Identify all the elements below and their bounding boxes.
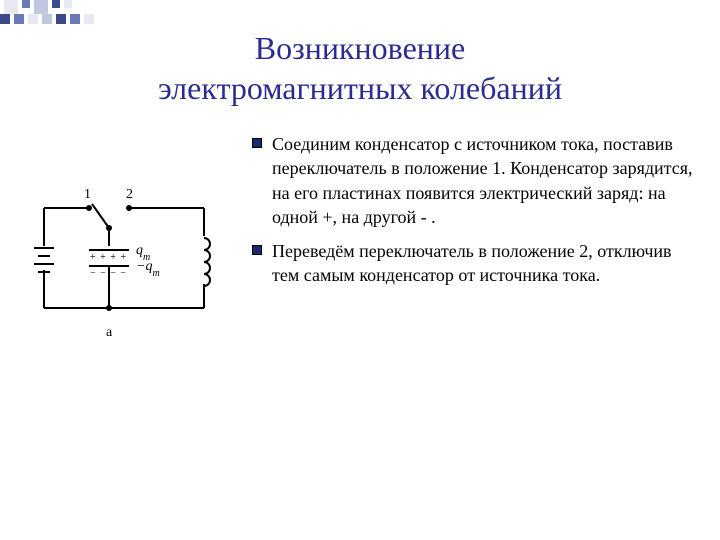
circuit-diagram-column: 12+ + + +− − − −qm−qma [24, 132, 244, 348]
svg-text:2: 2 [126, 187, 133, 202]
bullet-icon [252, 245, 262, 255]
text-column: Соединим конденсатор с источником тока, … [244, 132, 696, 348]
corner-decoration [0, 0, 160, 28]
paragraph-1: Соединим конденсатор с источником тока, … [272, 132, 696, 229]
title-line-1: Возникновение [255, 30, 465, 66]
bullet-icon [252, 138, 262, 148]
svg-text:+ + + +: + + + + [90, 252, 127, 263]
svg-text:a: a [106, 325, 113, 340]
svg-text:− − − −: − − − − [90, 268, 127, 279]
content-row: 12+ + + +− − − −qm−qma Соединим конденса… [0, 132, 720, 348]
paragraph-2: Переведём переключатель в положение 2, о… [272, 239, 696, 288]
title-line-2: электромагнитных колебаний [158, 70, 562, 106]
svg-text:1: 1 [84, 187, 91, 202]
circuit-diagram: 12+ + + +− − − −qm−qma [24, 168, 224, 348]
svg-text:−qm: −qm [136, 259, 160, 279]
